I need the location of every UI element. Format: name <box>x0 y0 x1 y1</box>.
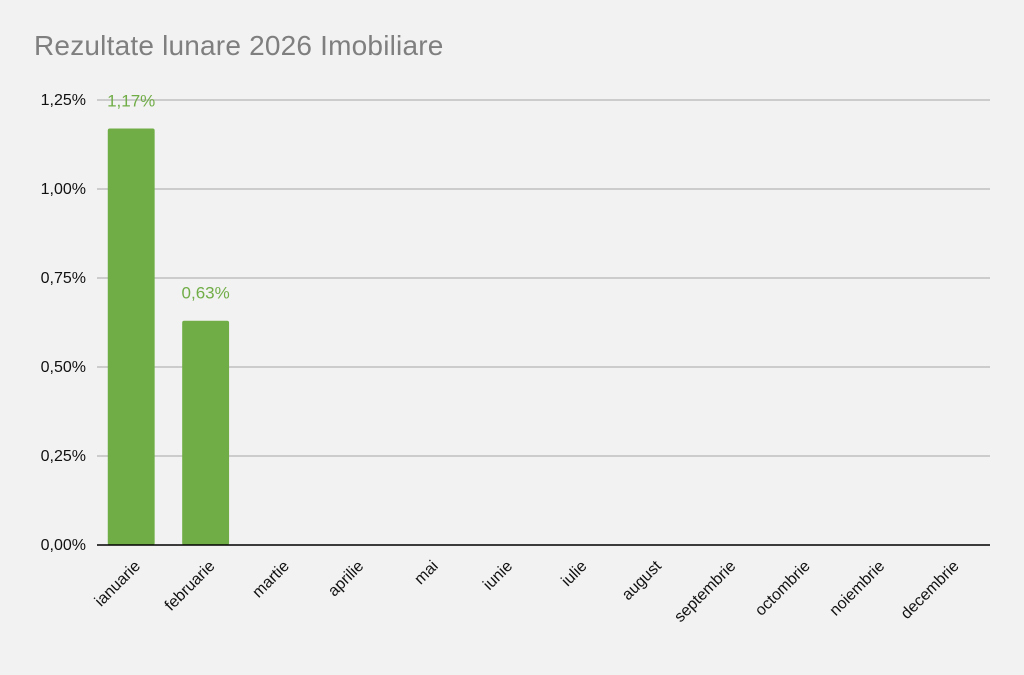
bars <box>107 128 230 546</box>
x-tick-label: iunie <box>480 558 516 594</box>
x-tick-label: noiembrie <box>826 558 888 620</box>
y-tick-label: 1,00% <box>41 181 86 198</box>
x-tick-label: august <box>619 557 665 603</box>
data-label: 0,63% <box>182 284 230 303</box>
x-tick-label: mai <box>411 558 441 588</box>
bar <box>107 128 155 546</box>
y-tick-label: 1,25% <box>41 92 86 109</box>
bar <box>182 320 230 545</box>
y-tick-label: 0,75% <box>41 270 86 287</box>
data-labels: 1,17% 0,63% <box>107 91 230 302</box>
chart-title: Rezultate lunare 2026 Imobiliare <box>34 30 444 61</box>
x-axis-tick-labels: ianuarie februarie martie aprilie mai iunie iu… <box>92 557 963 625</box>
x-tick-label: februarie <box>162 558 219 615</box>
x-tick-label: decembrie <box>898 558 963 623</box>
gridlines <box>97 99 990 457</box>
y-tick-label: 0,25% <box>41 448 86 465</box>
x-tick-label: ianuarie <box>92 558 144 610</box>
y-tick-label: 0,00% <box>41 537 86 554</box>
data-label: 1,17% <box>107 91 155 110</box>
x-tick-label: octombrie <box>752 558 814 620</box>
x-tick-label: aprilie <box>325 558 367 600</box>
x-tick-label: septembrie <box>671 558 739 626</box>
x-tick-label: martie <box>249 558 293 602</box>
y-axis-tick-labels: 0,00% 0,25% 0,50% 0,75% 1,00% 1,25% <box>41 92 86 554</box>
y-tick-label: 0,50% <box>41 359 86 376</box>
x-tick-label: iulie <box>558 558 590 590</box>
